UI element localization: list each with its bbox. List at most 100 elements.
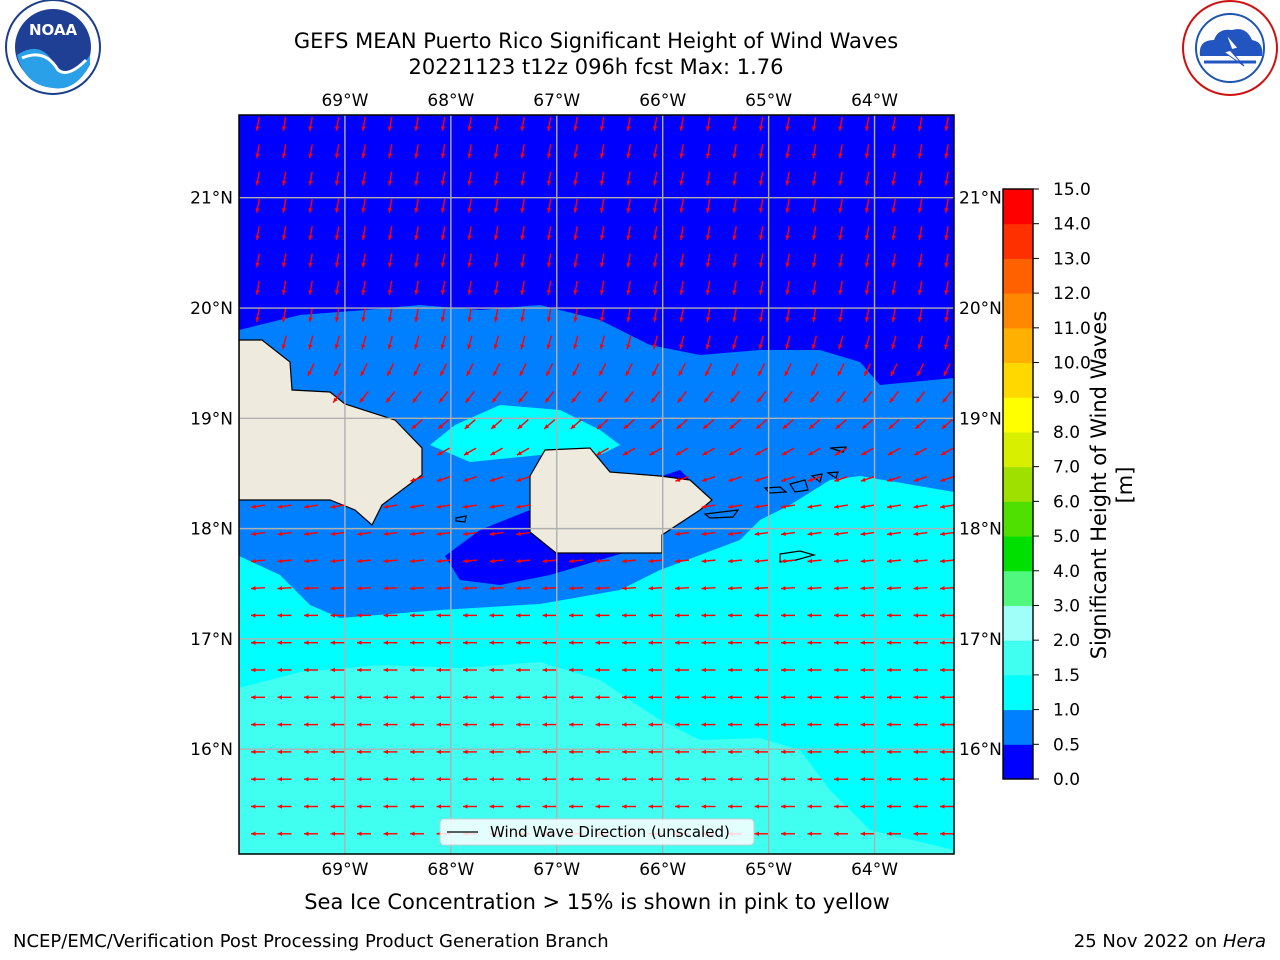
wave-direction-arrow	[519, 363, 527, 377]
wave-direction-arrow	[917, 308, 923, 323]
wave-direction-arrow	[410, 667, 424, 673]
wave-direction-arrow	[542, 640, 557, 645]
colorbar-swatch	[1003, 709, 1033, 745]
wave-direction-arrow	[330, 531, 345, 536]
wave-direction-arrow	[467, 116, 472, 132]
wave-direction-arrow	[648, 640, 663, 645]
wave-direction-arrow	[785, 116, 790, 132]
wave-direction-arrow	[467, 308, 472, 323]
wave-direction-arrow	[917, 226, 923, 241]
wave-direction-arrow	[569, 722, 583, 727]
colorbar-tick-label: 6.0	[1053, 492, 1080, 512]
wave-direction-arrow	[385, 391, 396, 403]
wave-direction-arrow	[493, 171, 499, 186]
wave-direction-arrow	[516, 777, 530, 782]
wave-direction-arrow	[940, 667, 954, 673]
longitude-labels-bottom: 69°W 68°W 67°W 66°W 65°W 64°W	[321, 860, 898, 880]
wave-direction-arrow	[833, 531, 849, 536]
wave-direction-arrow	[887, 695, 901, 700]
wave-direction-arrow	[675, 749, 689, 755]
wave-direction-arrow	[440, 308, 446, 323]
wave-direction-arrow	[913, 722, 928, 727]
wave-direction-arrow	[917, 280, 923, 295]
wave-direction-arrow	[781, 804, 795, 809]
wave-direction-arrow	[838, 226, 843, 241]
wave-direction-arrow	[493, 280, 499, 295]
wave-direction-arrow	[361, 280, 366, 295]
wave-direction-arrow	[599, 280, 605, 295]
wave-direction-arrow	[913, 613, 928, 618]
wave-direction-arrow	[303, 586, 319, 591]
wave-direction-arrow	[333, 363, 342, 377]
colorbar-frame	[1002, 188, 1034, 780]
wave-direction-arrow	[837, 363, 845, 377]
wave-direction-arrow	[463, 447, 477, 456]
wave-direction-arrow	[781, 667, 795, 673]
wave-direction-arrow	[917, 198, 923, 213]
wave-direction-arrow	[705, 116, 711, 132]
wave-direction-arrow	[489, 531, 504, 536]
wave-direction-arrow	[544, 391, 555, 403]
wave-direction-arrow	[674, 531, 690, 536]
wave-direction-arrow	[595, 749, 610, 755]
wave-direction-arrow	[357, 804, 371, 809]
wave-direction-arrow	[281, 144, 287, 159]
lon-label-top: 66°W	[639, 91, 686, 111]
wave-direction-arrow	[250, 504, 266, 509]
wave-direction-arrow	[255, 308, 260, 323]
wave-direction-arrow	[281, 253, 287, 268]
wave-direction-arrow	[705, 308, 711, 323]
wave-direction-arrow	[334, 171, 340, 186]
wave-direction-arrow	[860, 640, 875, 645]
wave-direction-arrow	[462, 531, 478, 536]
wave-direction-arrow	[357, 695, 371, 700]
latitude-labels-right: 21°N 20°N 19°N 18°N 17°N 16°N	[959, 189, 1002, 760]
wave-direction-arrow	[255, 198, 260, 213]
wave-direction-arrow	[622, 722, 636, 727]
wave-direction-arrow	[785, 226, 790, 241]
wave-direction-arrow	[940, 695, 954, 700]
wave-direction-arrow	[573, 308, 578, 323]
lon-label-bottom: 68°W	[427, 860, 474, 880]
wave-direction-arrow	[860, 586, 875, 591]
wave-direction-arrow	[835, 419, 847, 430]
wave-direction-arrow	[546, 280, 552, 295]
wave-direction-arrow	[437, 419, 450, 430]
wave-direction-arrow	[891, 171, 896, 186]
wave-direction-arrow	[383, 613, 398, 618]
wave-direction-arrow	[599, 171, 605, 186]
wave-direction-arrow	[330, 695, 345, 700]
lat-label-left: 20°N	[190, 299, 233, 319]
wave-direction-arrow	[361, 171, 366, 186]
wave-direction-arrow	[785, 198, 790, 213]
wave-direction-arrow	[679, 335, 685, 350]
wave-direction-arrow	[410, 695, 424, 700]
wave-direction-arrow	[679, 308, 684, 323]
wave-direction-arrow	[732, 144, 737, 159]
wave-direction-arrow	[383, 804, 398, 809]
wave-direction-arrow	[621, 558, 637, 564]
colorbar-swatch	[1003, 570, 1033, 606]
wave-direction-arrow	[679, 171, 684, 186]
wave-direction-arrow	[942, 391, 952, 403]
wave-direction-arrow	[913, 531, 928, 536]
colorbar-swatch	[1003, 431, 1033, 468]
wave-direction-arrow	[808, 447, 821, 456]
wave-direction-arrow	[701, 586, 716, 591]
colorbar-swatch	[1003, 501, 1033, 537]
wave-direction-arrow	[387, 198, 393, 213]
wave-direction-arrow	[569, 749, 583, 755]
wave-direction-arrow	[705, 144, 711, 159]
wave-direction-arrow	[891, 144, 896, 159]
wave-direction-arrow	[436, 613, 451, 618]
lon-label-bottom: 65°W	[745, 860, 792, 880]
wave-direction-arrow	[330, 749, 345, 755]
wave-direction-arrow	[573, 280, 578, 295]
wave-direction-arrow	[626, 308, 631, 323]
wave-direction-arrow	[887, 640, 901, 645]
colorbar-swatch	[1003, 293, 1033, 329]
wave-direction-arrow	[595, 586, 610, 591]
wave-direction-arrow	[864, 226, 870, 241]
colorbar-tick-label: 8.0	[1053, 423, 1080, 443]
wave-direction-arrow	[648, 749, 663, 755]
